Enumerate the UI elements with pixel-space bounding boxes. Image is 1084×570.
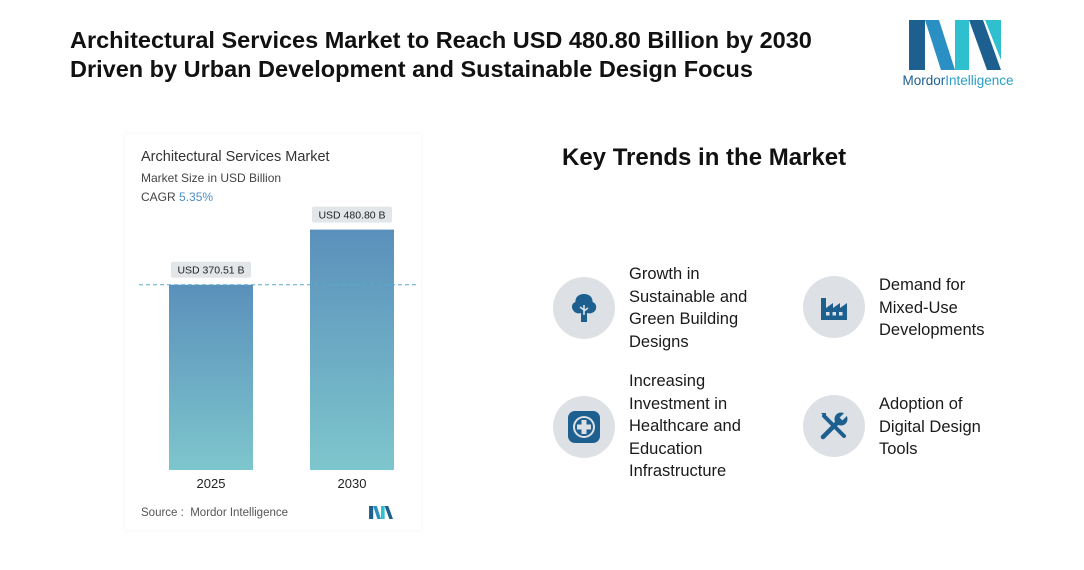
chart-card: Architectural Services Market Market Siz… <box>125 134 421 530</box>
data-label-2030: USD 480.80 B <box>318 210 385 222</box>
data-label-bg-2030 <box>312 206 392 223</box>
trend-label: Increasing Investment in Healthcare and … <box>629 372 741 481</box>
headline-line-2: Driven by Urban Development and Sustaina… <box>70 56 753 82</box>
trend-icon-badge <box>553 277 615 339</box>
trend-icon-badge <box>803 276 865 338</box>
data-label-bg-2025 <box>171 261 251 278</box>
source-value: Mordor Intelligence <box>190 507 289 519</box>
trend-sustainable-design: Growth in Sustainable and Green Building… <box>553 263 783 355</box>
headline-line-1: Architectural Services Market to Reach U… <box>70 27 812 53</box>
source-label: Source : <box>141 507 184 519</box>
brand-name: MordorIntelligence <box>893 73 1023 88</box>
bar-2030 <box>310 229 394 470</box>
trend-label: Growth in Sustainable and Green Building… <box>629 265 748 351</box>
tree-icon <box>571 294 597 322</box>
bar-chart: USD 370.51 B 2025 USD 480.80 B 2030 <box>139 206 417 491</box>
chart-title: Architectural Services Market <box>141 149 330 165</box>
factory-icon <box>821 298 847 320</box>
trend-healthcare-education: Increasing Investment in Healthcare and … <box>553 370 783 485</box>
chart-source: Source : Mordor Intelligence <box>141 507 288 519</box>
chart-cagr: CAGR 5.35% <box>141 190 213 204</box>
mini-logo-icon <box>369 506 393 519</box>
page-headline: Architectural Services Market to Reach U… <box>70 26 890 84</box>
trend-digital-tools: Adoption of Digital Design Tools <box>803 395 1033 465</box>
x-tick-label-2030: 2030 <box>338 476 367 491</box>
mordor-logo-icon <box>909 20 1001 70</box>
brand-name-part1: Mordor <box>902 73 946 88</box>
trend-label: Adoption of Digital Design Tools <box>879 395 981 459</box>
x-tick-label-2025: 2025 <box>197 476 226 491</box>
cagr-label: CAGR <box>141 190 176 204</box>
tools-icon <box>820 411 849 440</box>
key-trends-title: Key Trends in the Market <box>562 144 847 171</box>
medical-cross-icon <box>568 411 600 443</box>
trend-icon-badge <box>553 396 615 458</box>
trend-label: Demand for Mixed-Use Developments <box>879 276 985 340</box>
trend-mixed-use: Demand for Mixed-Use Developments <box>803 276 1033 346</box>
data-label-2025: USD 370.51 B <box>177 265 244 277</box>
bar-2025 <box>169 284 253 470</box>
chart-subtitle: Market Size in USD Billion <box>141 171 282 185</box>
brand-logo: MordorIntelligence <box>893 20 1023 92</box>
brand-name-part2: Intelligence <box>945 73 1014 88</box>
cagr-value: 5.35% <box>179 190 214 204</box>
trend-icon-badge <box>803 395 865 457</box>
